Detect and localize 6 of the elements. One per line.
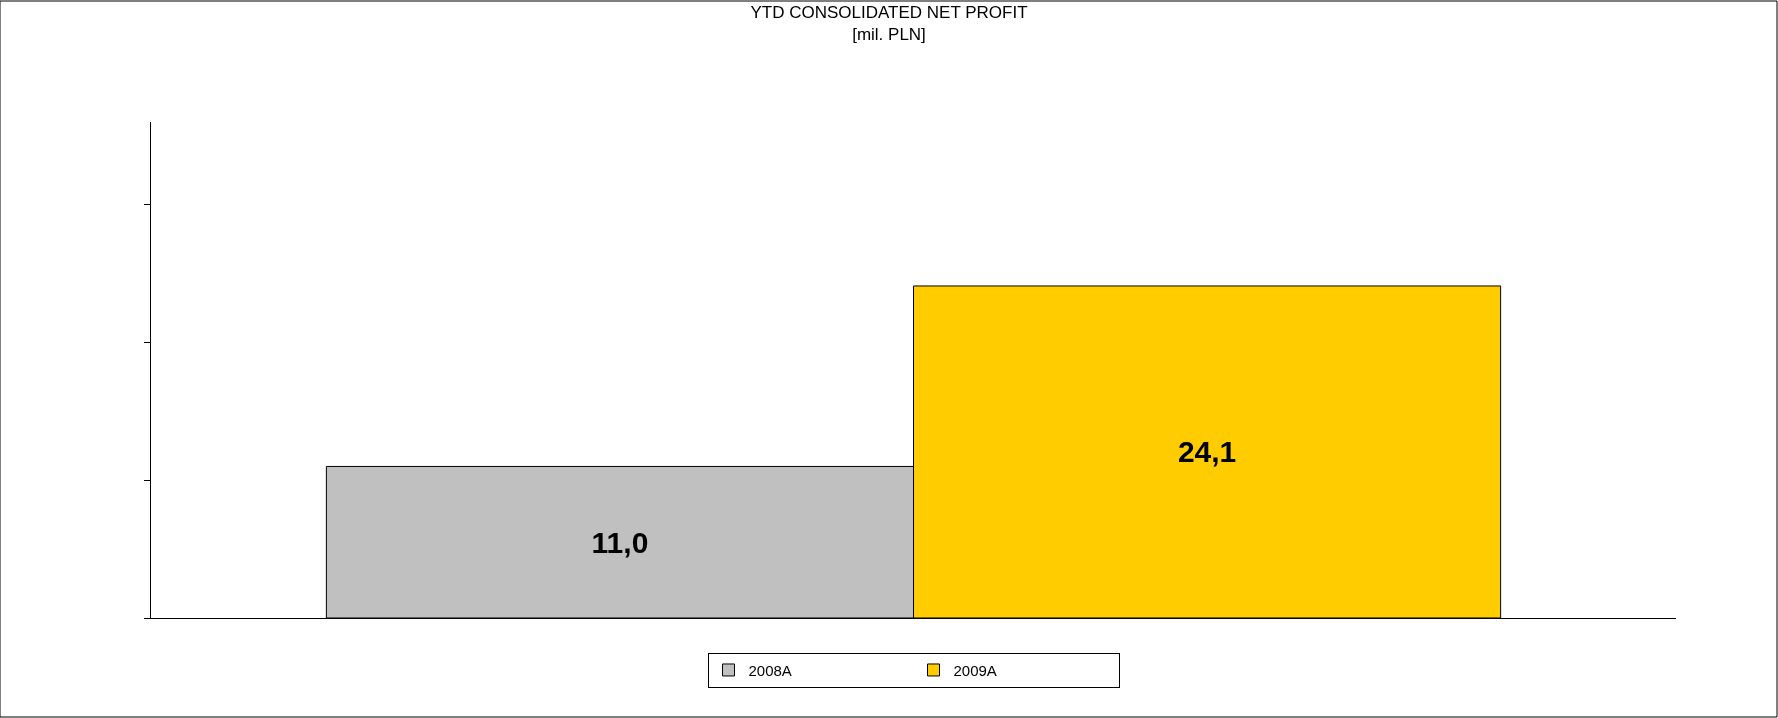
chart-subtitle: [mil. PLN] — [852, 25, 926, 45]
data-label: 24,1 — [1177, 435, 1237, 469]
chart-title: YTD CONSOLIDATED NET PROFIT — [750, 2, 1028, 22]
legend-label: 2008A — [748, 661, 792, 679]
data-label: 11,0 — [591, 525, 649, 559]
legend-label: 2009A — [953, 661, 997, 679]
